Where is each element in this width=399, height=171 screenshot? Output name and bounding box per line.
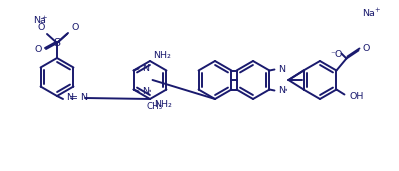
Text: CH₃: CH₃ [146, 102, 162, 110]
Text: +: + [41, 15, 47, 21]
Text: OH: OH [350, 92, 364, 101]
Text: NH₂: NH₂ [154, 100, 172, 109]
Text: S: S [53, 38, 61, 48]
Text: O: O [362, 44, 370, 53]
Text: Na: Na [362, 9, 375, 17]
Text: O: O [38, 23, 45, 32]
Text: ⁻O: ⁻O [330, 50, 342, 59]
Text: N: N [80, 94, 87, 102]
Text: O: O [35, 45, 42, 55]
Text: ʺ: ʺ [283, 89, 287, 98]
Text: N: N [279, 65, 285, 74]
Text: N: N [279, 86, 285, 95]
Text: O: O [71, 23, 78, 32]
Text: N: N [142, 87, 150, 96]
Text: NH₂: NH₂ [154, 51, 172, 61]
Text: N: N [142, 64, 150, 73]
Text: +: + [374, 7, 379, 13]
Text: Na: Na [33, 16, 46, 25]
Text: N: N [66, 94, 73, 102]
Text: ʺ: ʺ [148, 90, 151, 99]
Text: =: = [69, 93, 77, 103]
